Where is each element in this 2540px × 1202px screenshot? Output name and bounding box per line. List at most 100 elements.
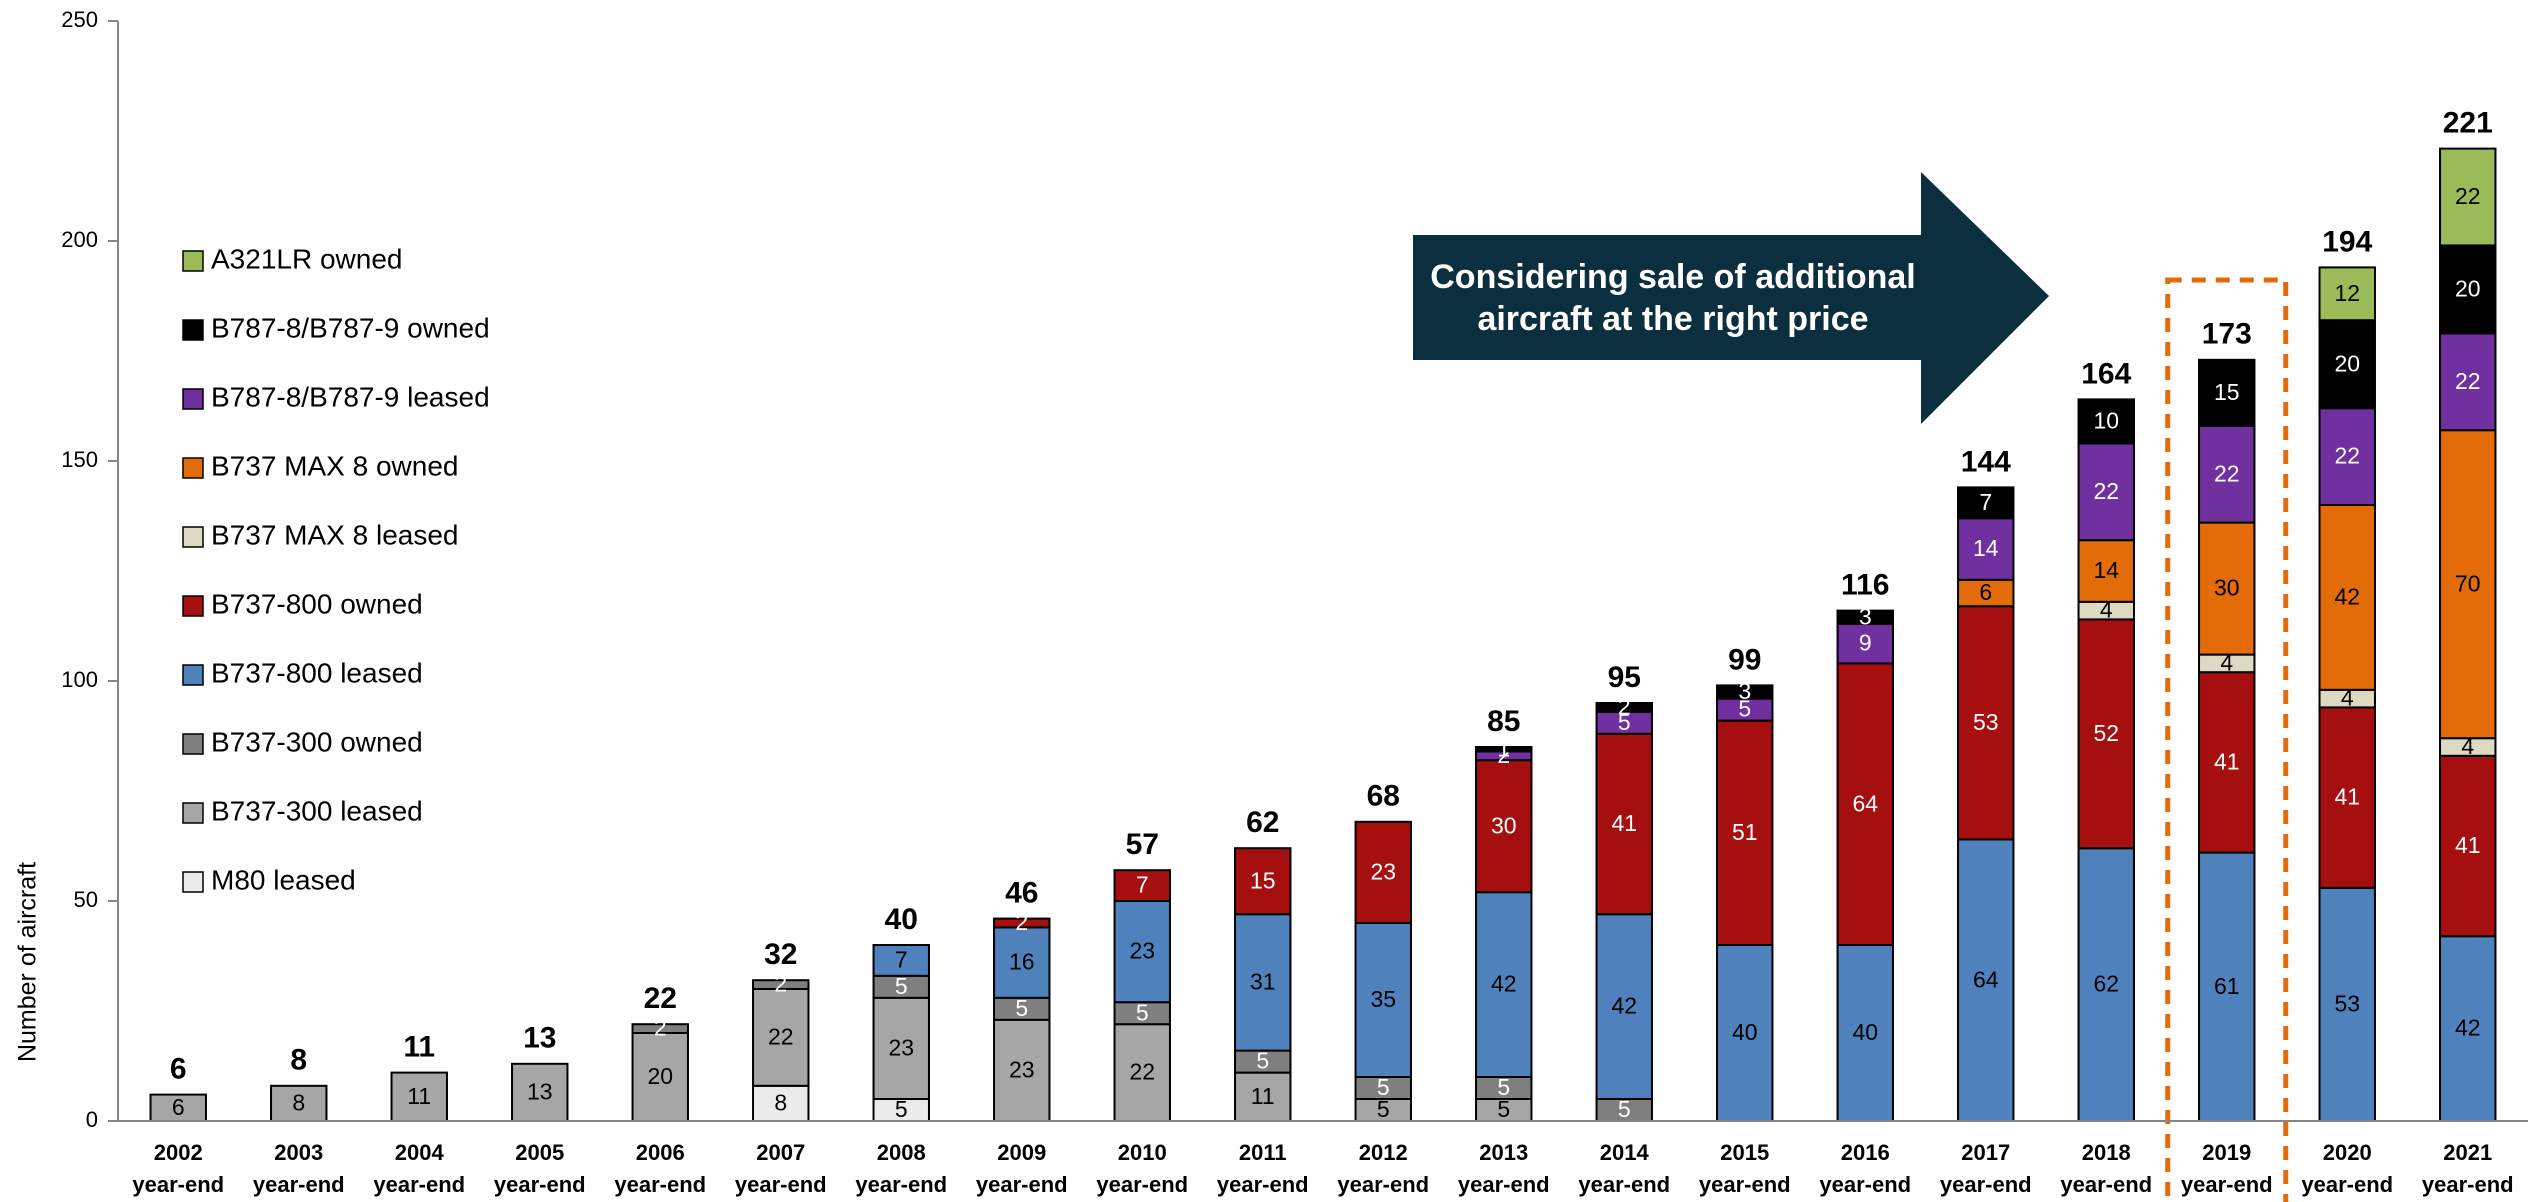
x-tick-sublabel: year-end (614, 1172, 706, 1197)
legend-swatch (182, 526, 204, 548)
bar-segment (1957, 838, 2015, 1123)
value-label: 42 (2455, 1015, 2481, 1041)
value-label: 5 (1015, 995, 1028, 1021)
x-tick-label: 2013 (1479, 1140, 1528, 1165)
bar-segment (2439, 244, 2497, 335)
bar-segment (1957, 605, 2015, 841)
value-label: 7 (895, 946, 908, 972)
value-label: 70 (2455, 570, 2481, 596)
value-label: 22 (2455, 183, 2481, 209)
x-tick-label: 2016 (1841, 1140, 1890, 1165)
x-tick-label: 2004 (395, 1140, 445, 1165)
legend-swatch (182, 319, 204, 341)
value-label: 23 (1129, 938, 1155, 964)
value-label: 6 (172, 1094, 185, 1120)
x-tick-label: 2007 (756, 1140, 805, 1165)
value-label: 22 (2093, 478, 2119, 504)
value-label: 5 (1377, 1096, 1390, 1122)
value-label: 6 (1979, 579, 1992, 605)
value-label: 15 (2214, 379, 2240, 405)
x-tick-sublabel: year-end (373, 1172, 465, 1197)
bar-segment (2198, 671, 2256, 854)
total-label: 22 (644, 982, 677, 1015)
legend-label: B737-300 owned (211, 726, 423, 757)
bar-segment (1957, 486, 2015, 520)
legend-label: B737 MAX 8 leased (211, 519, 459, 550)
bar-segment (2198, 358, 2256, 427)
legend-label: B787-8/B787-9 leased (211, 381, 490, 412)
value-label: 3 (1859, 603, 1872, 629)
total-label: 99 (1728, 643, 1761, 676)
value-label: 5 (1618, 709, 1631, 735)
x-tick-label: 2012 (1359, 1140, 1408, 1165)
legend-swatch (182, 250, 204, 272)
bar-segment (2439, 754, 2497, 938)
value-label: 22 (768, 1023, 794, 1049)
value-label: 15 (1250, 867, 1276, 893)
total-label: 13 (523, 1022, 556, 1055)
total-label: 116 (1841, 569, 1889, 602)
x-tick-label: 2021 (2443, 1140, 2492, 1165)
x-tick-label: 2005 (515, 1140, 564, 1165)
legend-swatch (182, 595, 204, 617)
total-label: 144 (1961, 445, 2011, 478)
legend-label: M80 leased (211, 864, 356, 895)
value-label: 53 (2334, 990, 2360, 1016)
value-label: 62 (2093, 971, 2119, 997)
x-tick-label: 2006 (636, 1140, 685, 1165)
value-label: 42 (2334, 583, 2360, 609)
value-label: 4 (2461, 733, 2474, 759)
y-tick-label: 250 (61, 7, 98, 32)
x-tick-sublabel: year-end (253, 1172, 345, 1197)
value-label: 64 (1973, 966, 1999, 992)
value-label: 4 (2341, 685, 2354, 711)
legend-label: B737-300 leased (211, 795, 423, 826)
bar-segment (2439, 429, 2497, 740)
x-tick-label: 2018 (2082, 1140, 2131, 1165)
x-tick-label: 2010 (1118, 1140, 1167, 1165)
value-label: 8 (774, 1089, 787, 1115)
bar-segment (2439, 147, 2497, 247)
legend-swatch (182, 802, 204, 824)
bar-segment (1234, 847, 1292, 916)
x-tick-sublabel: year-end (494, 1172, 586, 1197)
bar-segment (2318, 886, 2376, 1122)
bar-segment (1957, 517, 2015, 581)
total-label: 194 (2322, 225, 2372, 258)
bar-segment (1475, 759, 1533, 894)
value-label: 5 (1377, 1074, 1390, 1100)
value-label: 7 (1979, 489, 1992, 515)
bar-segment (1595, 732, 1653, 916)
x-tick-label: 2011 (1239, 1140, 1287, 1165)
x-tick-sublabel: year-end (2181, 1172, 2273, 1197)
legend-label: B787-8/B787-9 owned (211, 312, 490, 343)
legend-swatch (182, 388, 204, 410)
y-tick-label: 0 (86, 1107, 98, 1132)
bar-segment (1595, 702, 1653, 713)
value-label: 14 (2093, 557, 2119, 583)
total-label: 8 (290, 1044, 307, 1077)
value-label: 2 (774, 971, 787, 997)
bar-segment (1113, 1023, 1171, 1122)
value-label: 31 (1250, 968, 1276, 994)
value-label: 42 (1611, 993, 1637, 1019)
legend-label: B737 MAX 8 owned (211, 450, 459, 481)
value-label: 22 (2334, 443, 2360, 469)
value-label: 2 (1618, 693, 1631, 719)
value-label: 8 (292, 1089, 305, 1115)
bar-segment (2318, 266, 2376, 322)
bar-segment (1113, 869, 1171, 903)
total-label: 95 (1608, 661, 1641, 694)
x-tick-sublabel: year-end (1217, 1172, 1309, 1197)
bar-segment (1836, 662, 1894, 947)
x-tick-sublabel: year-end (1940, 1172, 2032, 1197)
x-tick-label: 2014 (1600, 1140, 1650, 1165)
bar-segment (2077, 847, 2135, 1122)
total-label: 40 (885, 903, 918, 936)
legend-swatch (182, 457, 204, 479)
bar-segment (1836, 609, 1894, 625)
value-label: 23 (888, 1034, 914, 1060)
value-label: 5 (1497, 1096, 1510, 1122)
bar-segment (1957, 578, 2015, 608)
value-label: 23 (1009, 1056, 1035, 1082)
